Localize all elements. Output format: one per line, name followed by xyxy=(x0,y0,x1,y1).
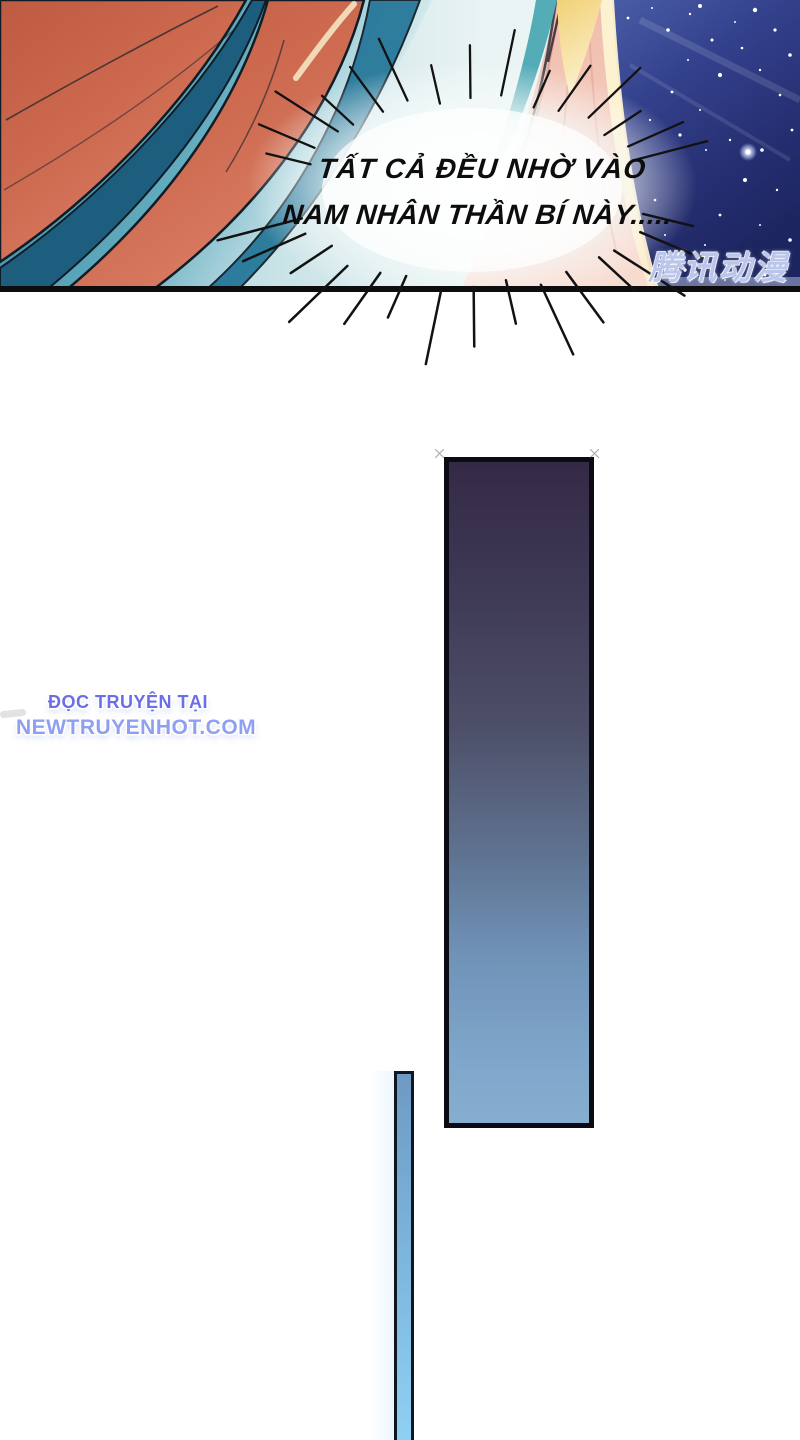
thin-bar-halo xyxy=(372,1071,396,1440)
stars xyxy=(626,4,794,282)
thin-vertical-bar xyxy=(394,1071,414,1440)
corner-speck-left xyxy=(435,449,444,458)
publisher-watermark: 腾讯动漫 xyxy=(646,249,796,286)
corner-speck-right xyxy=(590,449,599,458)
site-credit-line-1: ĐỌC TRUYỆN TẠI xyxy=(48,692,208,712)
speech-bubble: TẤT CẢ ĐỀU NHỜ VÀO NAM NHÂN THẦN BÍ NÀY.… xyxy=(255,146,705,238)
speech-line-2: NAM NHÂN THẦN BÍ NÀY..... xyxy=(281,199,674,230)
speech-line-1: TẤT CẢ ĐỀU NHỜ VÀO xyxy=(316,153,648,184)
gradient-pillar xyxy=(444,457,594,1128)
site-credit: ĐỌC TRUYỆN TẠI NEWTRUYENHOT.COM xyxy=(16,692,257,740)
site-credit-line-2: NEWTRUYENHOT.COM xyxy=(16,716,257,739)
